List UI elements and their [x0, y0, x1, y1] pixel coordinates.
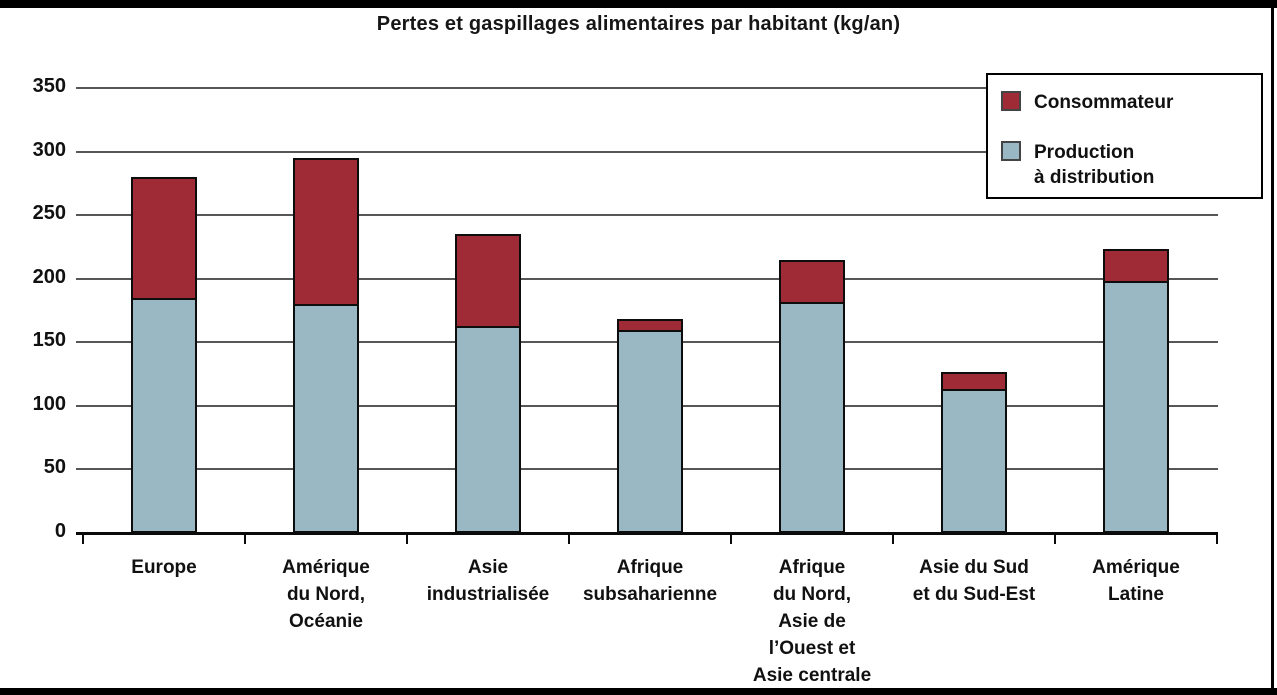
bar-segment-production	[131, 297, 197, 533]
x-category-label: Afrique subsaharienne	[582, 557, 718, 605]
y-tick-label-250: 250	[32, 202, 66, 225]
x-axis-tick	[568, 534, 570, 544]
bar-segment-production	[779, 301, 845, 533]
grid-line-250	[76, 214, 1218, 217]
y-tick-label-150: 150	[32, 329, 66, 352]
x-category-label: Asie industrialisée	[426, 557, 550, 605]
x-category-label: Afrique du Nord, Asie de l’Ouest et Asie…	[752, 557, 872, 686]
x-axis-tick	[730, 534, 732, 544]
bar-segment-production	[617, 329, 683, 533]
chart-title: Pertes et gaspillages alimentaires par h…	[376, 13, 901, 35]
x-category-label: Amérique du Nord, Océanie	[282, 557, 370, 632]
top-border-rule	[0, 0, 1277, 8]
legend-label-consumer: Consommateur	[1034, 92, 1174, 113]
bar-segment-consumer	[455, 234, 521, 326]
y-tick-label-0: 0	[54, 520, 66, 542]
right-border-rule	[1271, 0, 1274, 695]
grid-line-350	[76, 87, 1218, 89]
y-tick-label-200: 200	[32, 265, 66, 288]
x-category-label: Asie du Sud et du Sud-Est	[912, 557, 1036, 605]
x-axis-tick	[82, 534, 84, 544]
legend-item-consumer: Consommateur	[1001, 90, 1261, 115]
grid-line-300	[76, 150, 1218, 153]
bar-segment-consumer	[779, 259, 845, 302]
legend-label-production: Production à distribution	[1034, 142, 1155, 188]
x-category-label: Amérique Latine	[1092, 557, 1180, 605]
grid-line-200	[76, 277, 1218, 280]
bar-segment-consumer	[617, 319, 683, 330]
bar-segment-production	[293, 304, 359, 533]
bar-segment-production	[1103, 281, 1169, 533]
bar-segment-consumer	[941, 371, 1007, 390]
bar-segment-production	[455, 325, 521, 533]
bar-segment-consumer	[293, 157, 359, 305]
y-tick-label-350: 350	[32, 75, 66, 97]
x-axis-tick	[1216, 534, 1218, 544]
bar-segment-consumer	[131, 177, 197, 298]
legend-item-production: Production à distribution	[1001, 140, 1261, 190]
x-axis-tick	[892, 534, 894, 544]
bar-segment-production	[941, 389, 1007, 533]
production-color-swatch	[1001, 141, 1021, 161]
x-axis-tick	[1054, 534, 1056, 544]
x-axis-line	[76, 532, 1218, 535]
bar-segment-consumer	[1103, 249, 1169, 282]
legend: Consommateur Production à distribution	[986, 73, 1263, 199]
y-tick-label-300: 300	[32, 138, 66, 161]
y-tick-label-100: 100	[32, 392, 66, 415]
x-axis-tick	[406, 534, 408, 544]
x-axis-tick	[244, 534, 246, 544]
y-tick-label-50: 50	[43, 456, 66, 479]
x-category-label: Europe	[131, 557, 197, 578]
consumer-color-swatch	[1001, 91, 1021, 111]
bottom-border-rule	[0, 688, 1277, 695]
